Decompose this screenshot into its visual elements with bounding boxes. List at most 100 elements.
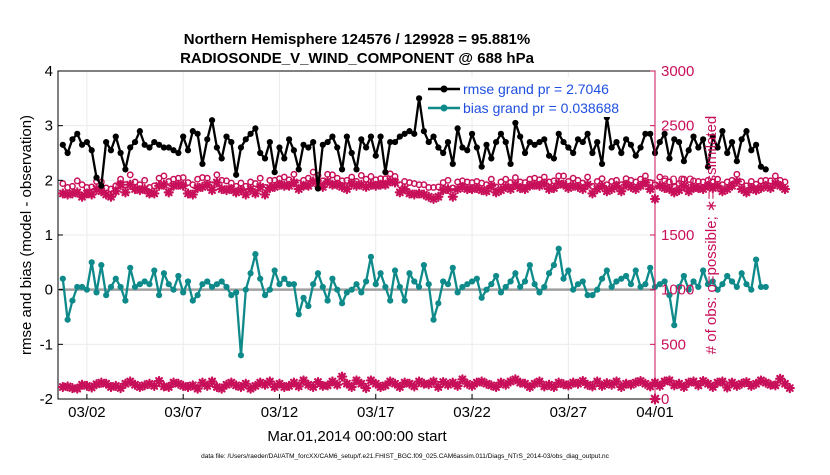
obs-rejected-marker [346,381,357,393]
rmse-point [156,141,163,148]
obs-rejected-marker [361,382,372,394]
bias-point [271,267,278,274]
bias-point [613,278,620,285]
x-tick-label: 03/22 [453,404,491,421]
rmse-point [146,144,153,151]
obs-rejected-marker-stroke [256,378,265,387]
bias-point [329,275,336,282]
bias-point [88,259,95,266]
bias-point [468,278,476,285]
bias-point [497,289,505,296]
bias-point [59,275,66,282]
obs-rejected-marker-stroke [299,376,308,385]
bias-point [64,316,71,323]
rmse-point [136,128,143,135]
rmse-point [348,149,355,157]
obs-assimilated-marker [433,191,444,202]
obs-assimilated-marker [259,189,271,200]
obs-assimilated-marker-stroke [323,177,332,186]
bias-point [338,300,346,307]
bias-point [719,281,726,288]
bias-point [430,316,437,323]
obs-rejected-marker-stroke [174,379,183,388]
obs-rejected-marker-stroke [718,377,727,386]
bias-point [545,270,553,277]
bias-point [637,283,644,291]
bias-point [377,270,384,277]
rmse-point [223,133,230,140]
bias-point [122,297,129,304]
obs-rejected-marker-stroke [198,378,207,387]
bias-point [160,270,168,277]
obs-assimilated-marker-stroke [73,188,82,197]
bias-point [334,286,341,293]
bias-point [733,283,740,291]
rmse-point [675,138,683,146]
bias-point [261,292,269,299]
bias-point [570,286,577,293]
obs-rejected-marker-stroke [352,376,361,385]
rmse-point [574,136,582,143]
obs-rejected-marker-stroke [294,382,303,391]
obs-assimilated-marker-stroke [559,180,568,189]
obs-possible-marker [73,177,81,185]
bias-point [488,281,495,288]
rmse-point [637,144,644,151]
obs-assimilated-marker-stroke [641,178,650,187]
rmse-point [613,138,620,146]
rmse-point [435,144,442,151]
bias-point [141,278,148,285]
rmse-point [208,117,216,124]
obs-rejected-marker [72,383,83,394]
axis-ticks: -2 -1 0 1 2 3 4 0 500 1000 1500 2000 2500 3000 03/02 03… [40,63,695,421]
rmse-point [300,141,307,148]
obs-rejected-marker-stroke [612,377,621,386]
obs-rejected-marker [457,374,468,385]
obs-rejected-marker [741,376,752,388]
obs-rejected-marker-stroke [776,374,785,383]
bias-point [704,281,712,288]
obs-rejected-marker-stroke [386,377,395,386]
bias-point [579,278,586,285]
bias-point [517,283,524,291]
bias-point [281,275,288,282]
obs-assimilated-marker-stroke [419,190,428,199]
rmse-point [724,149,731,157]
rmse-point [64,149,71,157]
bias-point [536,289,543,296]
bias-point [440,278,447,285]
obs-assimilated-marker-stroke [665,185,674,194]
obs-rejected-marker-stroke [578,377,587,385]
bias-point [420,261,428,269]
rmse-point [382,169,389,176]
obs-rejected-marker-stroke [357,379,366,388]
bias-point [131,283,139,291]
y2-tick-label: 2500 [661,118,694,135]
rmse-point [632,152,639,159]
obs-assimilated-marker-stroke [347,179,356,188]
rmse-point [738,136,745,143]
bias-point [290,281,298,288]
bias-point [266,286,273,293]
obs-rejected-marker-stroke [742,378,751,386]
bias-point [348,286,355,293]
obs-assimilated-marker-stroke [511,180,520,189]
chart-title: Northern Hemisphere 124576 / 129928 = 95… [184,31,530,48]
obs-assimilated-marker [250,188,261,199]
rmse-point [570,149,577,157]
rmse-point [78,141,86,148]
rmse-point [468,130,476,137]
rmse-point [473,144,480,151]
obs-assimilated-marker-stroke [472,184,481,192]
rmse-point [276,144,283,151]
obs-rejected-marker-stroke [155,377,164,385]
rmse-point [117,149,124,157]
obs-assimilated-marker [206,185,218,196]
obs-assimilated-marker-stroke [116,180,125,189]
bias-point [257,275,264,282]
bias-point [223,283,230,291]
obs-rejected-marker [452,380,463,391]
rmse-point [444,138,452,146]
bias-point [103,292,110,299]
